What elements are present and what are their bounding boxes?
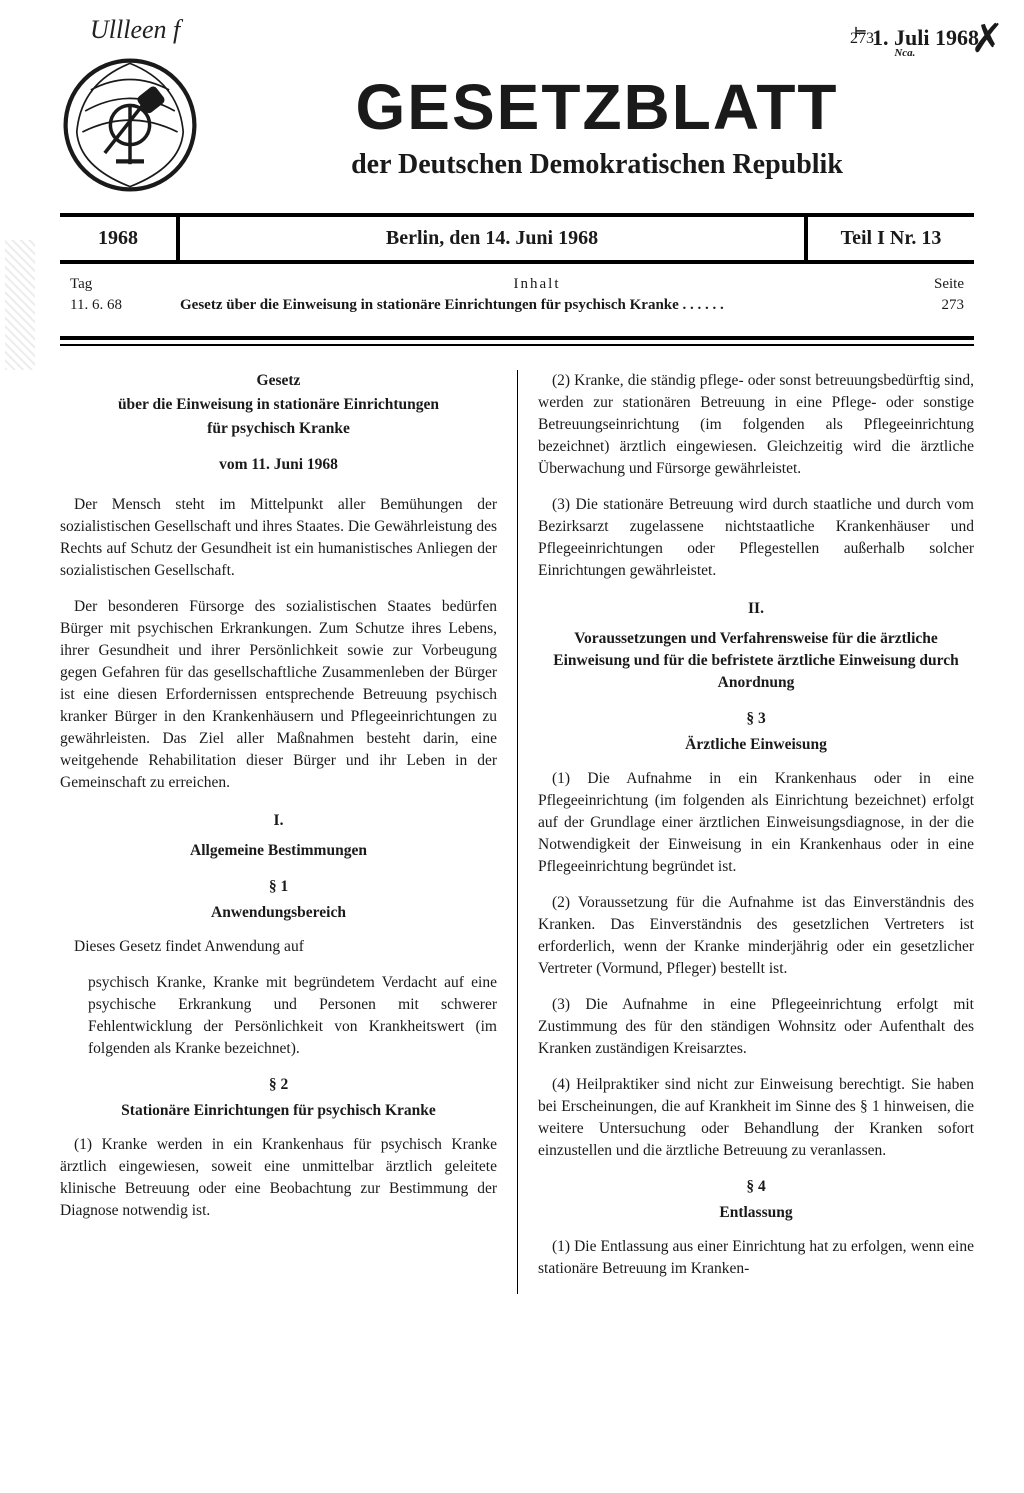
para-3-1: (1) Die Aufnahme in ein Krankenhaus oder… xyxy=(538,768,974,878)
law-title-4: vom 11. Juni 1968 xyxy=(60,454,497,476)
handwritten-checkmark: ✗ xyxy=(970,15,1004,62)
masthead: GESETZBLATT der Deutschen Demokratischen… xyxy=(60,55,974,195)
section-1-title: Allgemeine Bestimmungen xyxy=(60,840,497,862)
scan-artifact-left xyxy=(5,240,35,370)
para-4-num: § 4 xyxy=(538,1176,974,1198)
law-title-3: für psychisch Kranke xyxy=(60,418,497,440)
para-3-4: (4) Heilpraktiker sind nicht zur Einweis… xyxy=(538,1074,974,1162)
title-block: GESETZBLATT der Deutschen Demokratischen… xyxy=(220,70,974,181)
para-2-1: (1) Kranke werden in ein Krankenhaus für… xyxy=(60,1134,497,1222)
page-number-top: 273 xyxy=(850,30,874,48)
law-title-2: über die Einweisung in stationäre Einric… xyxy=(60,394,497,416)
handwritten-annotation-top: Ullleen f xyxy=(90,15,180,45)
section-1-num: I. xyxy=(60,810,497,832)
issue-number: Teil I Nr. 13 xyxy=(804,217,974,260)
toc-row-day: 11. 6. 68 xyxy=(70,297,180,314)
gdr-emblem-icon xyxy=(60,55,200,195)
para-1-title: Anwendungsbereich xyxy=(60,902,497,924)
para-2-3: (3) Die stationäre Betreuung wird durch … xyxy=(538,494,974,582)
law-title-1: Gesetz xyxy=(60,370,497,392)
para-4-title: Entlassung xyxy=(538,1202,974,1224)
toc-row-content: Gesetz über die Einweisung in stationäre… xyxy=(180,297,894,314)
para-1-num: § 1 xyxy=(60,876,497,898)
para-2-num: § 2 xyxy=(60,1074,497,1096)
publication-subtitle: der Deutschen Demokratischen Republik xyxy=(220,149,974,181)
para-3-2: (2) Voraussetzung für die Aufnahme ist d… xyxy=(538,892,974,980)
toc-head-page: Seite xyxy=(894,276,964,293)
issue-year: 1968 xyxy=(60,217,180,260)
section-2-num: II. xyxy=(538,598,974,620)
column-right: (2) Kranke, die ständig pflege- oder son… xyxy=(517,370,974,1294)
section-2-title: Voraussetzungen und Verfahrensweise für … xyxy=(538,628,974,694)
toc-header: Tag Inhalt Seite xyxy=(60,276,974,293)
para-1-body: psychisch Kranke, Kranke mit begründetem… xyxy=(88,972,497,1060)
para-3-title: Ärztliche Einweisung xyxy=(538,734,974,756)
preamble-1: Der Mensch steht im Mittelpunkt aller Be… xyxy=(60,494,497,582)
para-2-title: Stationäre Einrichtungen für psychisch K… xyxy=(60,1100,497,1122)
toc-head-day: Tag xyxy=(70,276,180,293)
para-2-2: (2) Kranke, die ständig pflege- oder son… xyxy=(538,370,974,480)
para-3-3: (3) Die Aufnahme in eine Pflegeeinrichtu… xyxy=(538,994,974,1060)
toc-head-content: Inhalt xyxy=(180,276,894,293)
preamble-2: Der besonderen Fürsorge des sozialistisc… xyxy=(60,596,497,794)
para-4-1: (1) Die Entlassung aus einer Einrichtung… xyxy=(538,1236,974,1280)
issue-place-date: Berlin, den 14. Juni 1968 xyxy=(180,217,804,260)
publication-title: GESETZBLATT xyxy=(220,70,974,144)
law-title-block: Gesetz über die Einweisung in stationäre… xyxy=(60,370,497,476)
para-1-intro: Dieses Gesetz findet Anwendung auf xyxy=(60,936,497,958)
issue-info-bar: 1968 Berlin, den 14. Juni 1968 Teil I Nr… xyxy=(60,213,974,264)
table-of-contents: Tag Inhalt Seite 11. 6. 68 Gesetz über d… xyxy=(60,276,974,324)
column-left: Gesetz über die Einweisung in stationäre… xyxy=(60,370,517,1294)
double-rule-divider xyxy=(60,336,974,346)
toc-row: 11. 6. 68 Gesetz über die Einweisung in … xyxy=(60,297,974,314)
body-columns: Gesetz über die Einweisung in stationäre… xyxy=(60,370,974,1294)
para-3-num: § 3 xyxy=(538,708,974,730)
toc-row-page: 273 xyxy=(894,297,964,314)
